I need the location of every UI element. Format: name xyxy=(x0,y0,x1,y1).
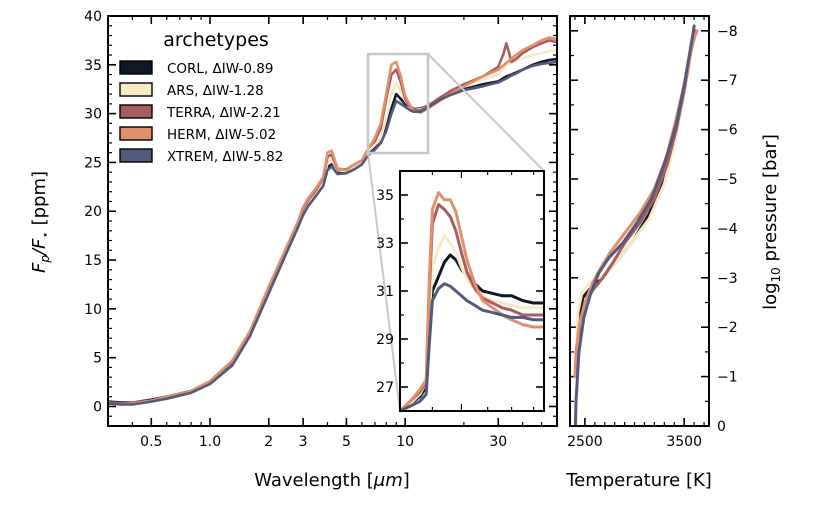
spectrum-y-tick-label: 5 xyxy=(93,351,102,367)
pt-y-tick-label: −6 xyxy=(717,123,738,139)
pt-line-xtrem xyxy=(573,24,696,426)
inset-y-tick-label: 27 xyxy=(376,380,394,396)
pt-x-tick-label: 2500 xyxy=(567,434,603,450)
spectrum-y-tick-label: 20 xyxy=(84,204,102,220)
pt-line-terra xyxy=(577,29,698,339)
pt-x-tick-label: 3500 xyxy=(666,434,702,450)
pt-y-ticks: 0 −1 −2 −3 −4 −5 −6 −7 −8 xyxy=(570,24,738,435)
legend-swatch-ars xyxy=(119,82,153,97)
spectrum-y-tick-label: 25 xyxy=(84,155,102,171)
inset-y-tick-label: 35 xyxy=(376,188,394,204)
spectrum-y-tick-label: 35 xyxy=(84,58,102,74)
pt-y-axis-title: log10 pressure [bar] xyxy=(760,134,783,310)
spectrum-y-tick-label: 0 xyxy=(93,399,102,415)
legend-label-corl: CORL, ΔIW-0.89 xyxy=(167,61,273,77)
pt-y-tick-label: −2 xyxy=(717,320,738,336)
spectrum-y-tick-label: 15 xyxy=(84,253,102,269)
spectrum-frame xyxy=(107,15,558,427)
legend-swatch-xtrem xyxy=(119,148,153,163)
legend-swatch-terra xyxy=(119,104,153,119)
spectrum-y-ticks: 0 5 10 15 20 25 30 35 40 xyxy=(84,9,557,415)
legend: archetypes CORL, ΔIW-0.89 ARS, ΔIW-1.28 TE… xyxy=(119,29,283,165)
pt-y-tick-label: −8 xyxy=(717,24,738,40)
spectrum-x-tick-label: 10 xyxy=(396,434,414,450)
inset-frame xyxy=(399,170,545,412)
inset-background xyxy=(400,171,544,411)
zoom-connector-right xyxy=(427,53,545,172)
legend-title: archetypes xyxy=(163,29,269,51)
spectrum-line-herm xyxy=(108,36,557,406)
legend-label-terra: TERRA, ΔIW-2.21 xyxy=(166,105,281,121)
legend-label-xtrem: XTREM, ΔIW-5.82 xyxy=(167,149,283,165)
zoom-connector-left xyxy=(367,152,401,412)
inset-y-tick-label: 29 xyxy=(376,332,394,348)
spectrum-line-xtrem xyxy=(108,60,557,406)
inset-line-xtrem xyxy=(400,282,544,411)
inset-y-tick-label: 31 xyxy=(376,284,394,300)
pt-y-tick-label: −4 xyxy=(717,221,738,237)
spectrum-x-ticks: 0.5 1.0 2 3 5 10 30 xyxy=(140,16,507,450)
spectrum-x-tick-label: 2 xyxy=(264,434,273,450)
pt-frame xyxy=(569,15,710,427)
inset-series xyxy=(400,191,544,411)
spectrum-y-tick-label: 30 xyxy=(84,107,102,123)
spectrum-x-axis-title: Wavelength [μm] xyxy=(254,470,410,491)
inset-panel: 27 29 31 33 35 xyxy=(376,170,545,412)
pt-x-ticks: 2500 3500 xyxy=(567,16,702,450)
legend-swatch-herm xyxy=(119,126,153,141)
legend-items: CORL, ΔIW-0.89 ARS, ΔIW-1.28 TERRA, ΔIW-2.… xyxy=(119,60,283,165)
legend-label-herm: HERM, ΔIW-5.02 xyxy=(167,127,276,143)
spectrum-x-tick-label: 0.5 xyxy=(140,434,162,450)
inset-y-ticks: 27 29 31 33 35 xyxy=(376,188,544,396)
spectrum-x-tick-label: 30 xyxy=(489,434,507,450)
legend-swatch-corl xyxy=(119,60,153,75)
pt-y-tick-label: −1 xyxy=(717,370,738,386)
pt-line-herm xyxy=(573,29,699,379)
pt-series xyxy=(573,24,699,426)
zoom-region-box xyxy=(366,52,430,155)
pt-y-tick-label: −7 xyxy=(717,73,738,89)
spectrum-series xyxy=(108,36,557,406)
spectrum-x-tick-label: 3 xyxy=(299,434,308,450)
spectrum-y-tick-label: 40 xyxy=(84,9,102,25)
pt-y-tick-label: −3 xyxy=(717,271,738,287)
pt-y-tick-label: −5 xyxy=(717,172,738,188)
pt-x-axis-title: Temperature [K] xyxy=(565,470,712,491)
legend-label-ars: ARS, ΔIW-1.28 xyxy=(167,83,264,99)
spectrum-y-tick-label: 10 xyxy=(84,302,102,318)
pt-y-tick-label: 0 xyxy=(717,419,726,435)
pt-panel: 2500 3500 0 −1 −2 −3 −4 −5 −6 −7 −8 Temperature [… xyxy=(565,15,783,491)
spectrum-x-tick-label: 1.0 xyxy=(199,434,221,450)
spectrum-y-axis-title: Fp/F⋆ [ppm] xyxy=(29,171,52,273)
inset-y-tick-label: 33 xyxy=(376,236,394,252)
spectrum-x-tick-label: 5 xyxy=(342,434,351,450)
